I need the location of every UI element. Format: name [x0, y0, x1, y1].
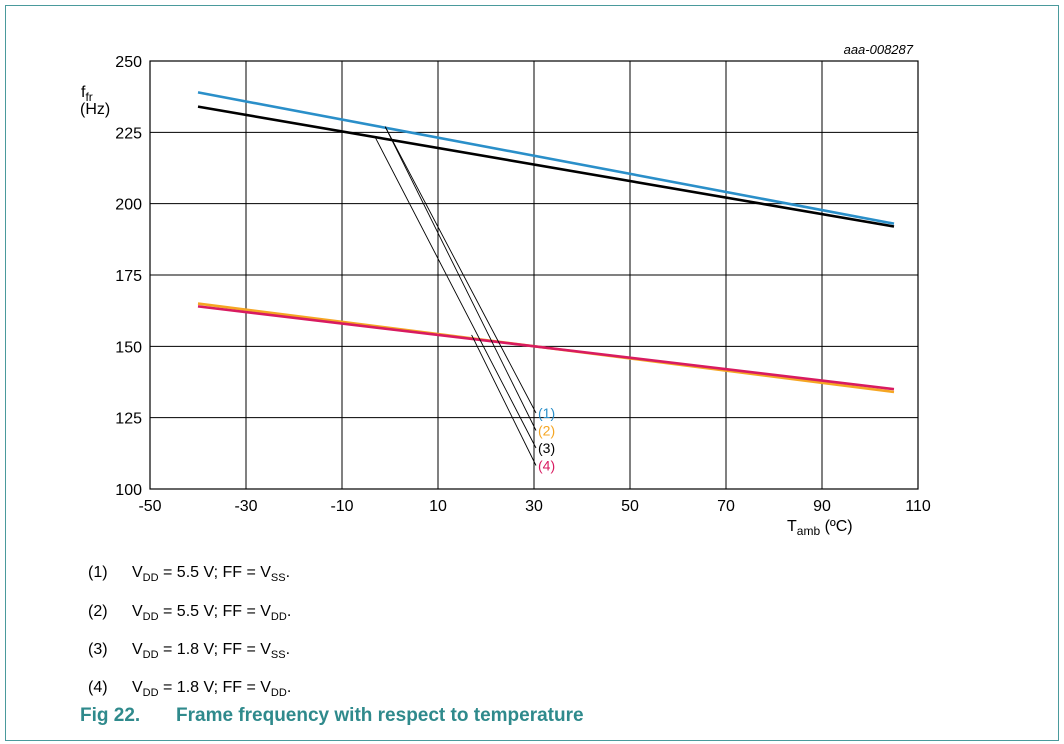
figure-title: Frame frequency with respect to temperat…	[176, 705, 584, 726]
note-3: (3) VDD = 1.8 V; FF = VSS.	[88, 641, 291, 662]
x-tick-label: 70	[717, 498, 735, 515]
note-2: (2) VDD = 5.5 V; FF = VDD.	[88, 603, 292, 624]
x-tick-label: -30	[234, 498, 257, 515]
y-tick-label: 225	[115, 125, 142, 142]
note-vdd-value: 5.5	[176, 564, 200, 581]
series-label-2: (2)	[538, 423, 555, 439]
note-vdd-value: 1.8	[176, 641, 200, 658]
note-number: (1)	[88, 564, 108, 581]
note-1: (1) VDD = 5.5 V; FF = VSS.	[88, 564, 291, 585]
note-4: (4) VDD = 1.8 V; FF = VDD.	[88, 679, 292, 700]
chart-id-label: aaa-008287	[844, 42, 914, 57]
y-tick-label: 150	[115, 339, 142, 356]
note-vdd-value: 1.8	[176, 679, 200, 696]
x-tick-label: 50	[621, 498, 639, 515]
leader-line-4	[471, 334, 537, 466]
y-axis-unit: (Hz)	[80, 101, 110, 118]
y-tick-label: 100	[115, 482, 142, 499]
x-tick-label: 10	[429, 498, 447, 515]
note-number: (3)	[88, 641, 108, 658]
figure-caption: Fig 22. Frame frequency with respect to t…	[80, 705, 584, 727]
figure-frame	[5, 5, 1059, 741]
note-ff-sub: SS	[270, 572, 286, 585]
plot-area	[149, 60, 919, 490]
leader-line-3	[375, 137, 537, 449]
x-tick-label: -10	[330, 498, 353, 515]
note-number: (4)	[88, 679, 108, 696]
note-vdd-value: 5.5	[176, 603, 200, 620]
note-number: (2)	[88, 603, 108, 620]
y-tick-label: 200	[115, 197, 142, 214]
leader-line-2	[384, 126, 537, 431]
series-label-3: (3)	[538, 440, 555, 456]
y-tick-label: 250	[115, 54, 142, 71]
series-line-3	[197, 105, 895, 228]
series-label-1: (1)	[538, 405, 555, 421]
x-tick-label: 90	[813, 498, 831, 515]
series-line-4	[197, 305, 895, 391]
x-tick-label: -50	[138, 498, 161, 515]
x-tick-label: 110	[905, 498, 931, 515]
x-axis-label: Tamb (ºC)	[787, 518, 853, 538]
y-tick-label: 175	[115, 268, 142, 285]
note-ff-sub: DD	[270, 687, 287, 700]
series-label-4: (4)	[538, 458, 555, 474]
note-ff-sub: DD	[270, 611, 287, 624]
figure-number: Fig 22.	[80, 705, 141, 726]
series-line-1	[197, 91, 895, 225]
y-axis-label: ffr	[81, 84, 93, 104]
note-ff-sub: SS	[270, 649, 286, 662]
leader-line-1	[384, 126, 537, 414]
chart: -50 -30 -10 10 30 50 70 90 110 100 125 150 175 200 225…	[80, 42, 931, 538]
x-tick-label: 30	[525, 498, 543, 515]
y-tick-label: 125	[115, 411, 142, 428]
